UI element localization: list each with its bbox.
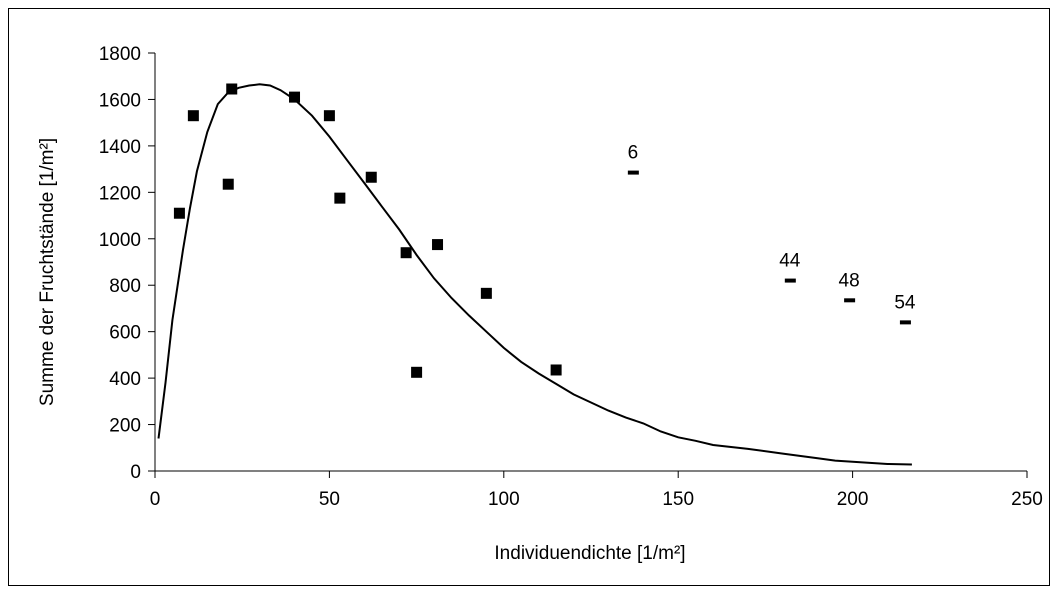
x-tick-label: 50 xyxy=(319,489,340,510)
x-tick-label: 100 xyxy=(488,489,520,510)
point-annotation-label: 54 xyxy=(894,292,916,313)
x-tick-label: 250 xyxy=(1011,489,1043,510)
point-annotation-label: 6 xyxy=(628,143,639,164)
y-tick-label: 1600 xyxy=(99,90,141,111)
y-tick-label: 800 xyxy=(109,276,141,297)
y-tick-label: 0 xyxy=(130,462,141,483)
y-tick-label: 1000 xyxy=(99,230,141,251)
data-point-marker xyxy=(187,110,199,122)
y-tick-label: 1800 xyxy=(99,44,141,65)
dash-marker xyxy=(784,278,796,283)
data-point-marker xyxy=(226,83,238,95)
data-points-layer xyxy=(173,83,562,378)
data-point-marker xyxy=(173,207,185,219)
data-point-marker xyxy=(400,247,412,259)
y-tick-label: 1200 xyxy=(99,183,141,204)
data-point-marker xyxy=(323,110,335,122)
data-point-marker xyxy=(222,178,234,190)
annotation-layer: 6 44 48 54 xyxy=(628,143,916,325)
axes xyxy=(148,52,1028,478)
dash-marker xyxy=(844,298,856,303)
point-annotation-label: 44 xyxy=(779,251,801,272)
y-tick-label: 200 xyxy=(109,416,141,437)
y-axis-label: Summe der Fruchtstände [1/m²] xyxy=(37,138,58,406)
x-tick-label: 0 xyxy=(150,489,161,510)
data-point-marker xyxy=(289,91,301,103)
chart-frame xyxy=(8,8,1050,586)
data-point-marker xyxy=(432,239,444,251)
data-point-marker xyxy=(480,287,492,299)
dash-marker xyxy=(627,170,639,175)
x-tick-label: 150 xyxy=(662,489,694,510)
data-point-marker xyxy=(365,171,377,183)
tick-labels: 0 200 400 600 800 1000 1200 1400 1600 1800 0 50 100 1… xyxy=(99,44,1043,510)
y-tick-label: 600 xyxy=(109,323,141,344)
data-point-marker xyxy=(411,366,423,378)
fitted-curve-line xyxy=(157,83,912,466)
fitted-curve-layer xyxy=(157,83,912,466)
dash-marker xyxy=(899,320,911,325)
x-tick-label: 200 xyxy=(837,489,869,510)
y-tick-label: 1400 xyxy=(99,137,141,158)
x-axis-label: Individuendichte [1/m²] xyxy=(494,543,685,564)
data-point-marker xyxy=(334,192,346,204)
y-tick-label: 400 xyxy=(109,369,141,390)
data-point-marker xyxy=(550,364,562,376)
point-annotation-label: 48 xyxy=(839,270,860,291)
